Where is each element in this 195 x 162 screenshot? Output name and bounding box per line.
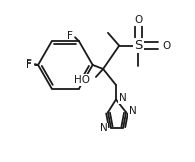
Text: S: S xyxy=(134,39,143,52)
Text: N: N xyxy=(119,93,127,103)
Text: F: F xyxy=(27,60,32,70)
Text: F: F xyxy=(26,59,32,69)
Text: O: O xyxy=(163,41,171,51)
Text: F: F xyxy=(67,31,73,41)
Text: N: N xyxy=(129,106,137,116)
Text: N: N xyxy=(99,123,107,133)
Text: HO: HO xyxy=(74,75,90,85)
Text: O: O xyxy=(134,15,143,25)
